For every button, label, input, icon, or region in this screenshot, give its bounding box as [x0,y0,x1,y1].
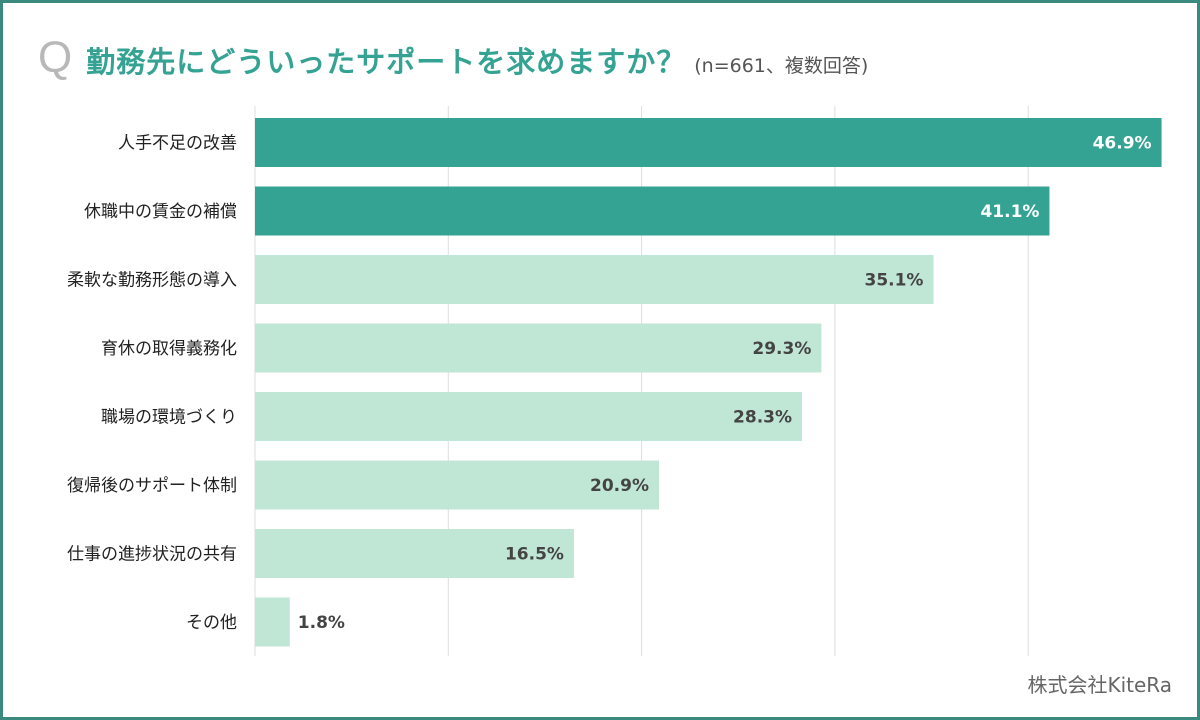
chart-subtitle: (n=661、複数回答) [694,55,869,77]
bar [255,460,659,510]
category-label: 職場の環境づくり [101,408,237,428]
chart-title: 勤務先にどういったサポートを求めますか？ [86,45,687,79]
bar [255,118,1162,167]
value-label: 16.5% [505,545,564,565]
category-label: 育休の取得義務化 [101,339,237,359]
category-label: 休職中の賃金の補償 [84,202,237,222]
category-label: 人手不足の改善 [118,134,237,154]
value-label: 28.3% [733,408,792,428]
bar [255,186,1050,236]
value-label: 20.9% [590,476,649,496]
value-label: 46.9% [1093,134,1152,154]
bar [255,323,822,373]
footer-credit: 株式会社KiteRa [1027,673,1172,697]
chart-header: Q 勤務先にどういったサポートを求めますか？ (n=661、複数回答) [38,36,868,81]
category-label: 復帰後のサポート体制 [67,476,237,496]
value-label: 41.1% [980,202,1039,222]
bar [255,529,574,578]
category-label: 仕事の進捗状況の共有 [67,545,237,565]
value-label: 35.1% [864,271,923,291]
bar [255,255,934,304]
bar [255,392,803,441]
category-label: 柔軟な勤務形態の導入 [67,271,237,291]
category-label: その他 [186,613,237,633]
value-label: 1.8% [298,613,345,633]
bar [255,597,290,647]
value-label: 29.3% [752,339,811,359]
q-mark: Q [38,33,73,82]
